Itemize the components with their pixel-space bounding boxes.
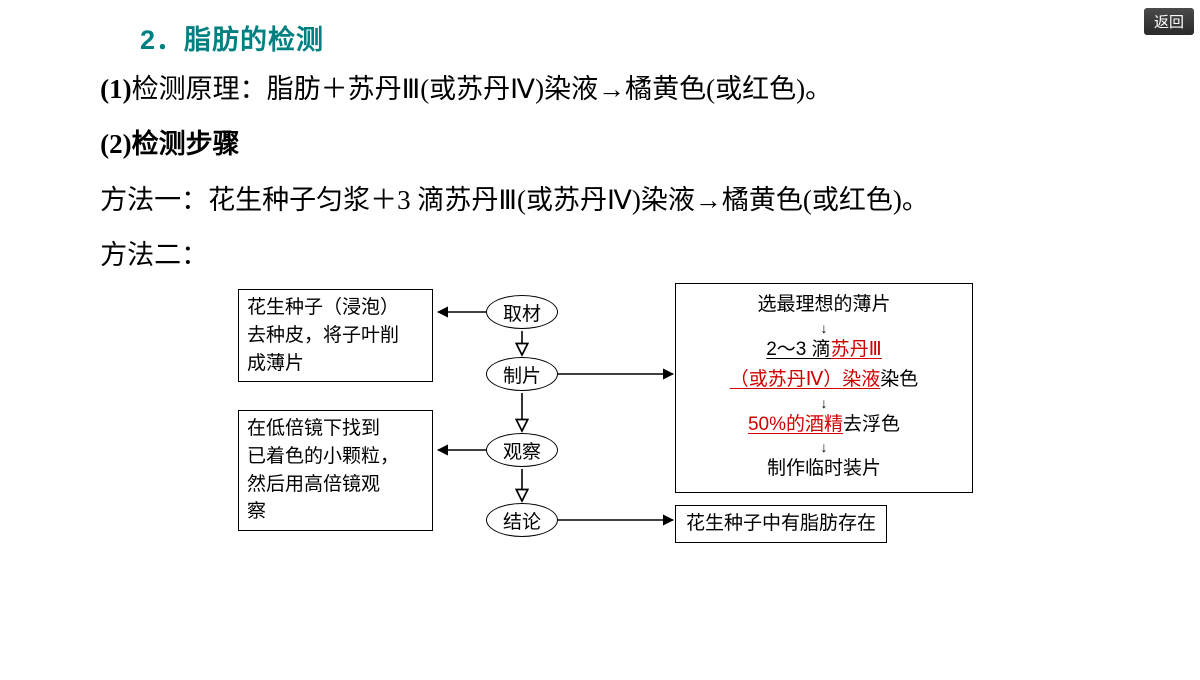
down-arrow-icon: ↓ bbox=[690, 396, 958, 410]
box-bottom-left-l1: 在低倍镜下找到 bbox=[247, 415, 424, 443]
slide-content: 2．脂肪的检测 (1)检测原理：脂肪＋苏丹Ⅲ(或苏丹Ⅳ)染液→橘黄色(或红色)。… bbox=[0, 0, 1200, 563]
box-bottom-left-l4: 察 bbox=[247, 498, 424, 526]
right-l3-red: （或苏丹Ⅳ）染液 bbox=[730, 369, 881, 390]
para1-text: 检测原理：脂肪＋苏丹Ⅲ(或苏丹Ⅳ)染液→橘黄色(或红色)。 bbox=[132, 74, 833, 104]
right-l4-red: 50%的酒精 bbox=[748, 414, 843, 435]
paragraph-4: 方法二： bbox=[38, 233, 1162, 278]
ellipse-step-4: 结论 bbox=[486, 503, 558, 537]
right-l2-b: 苏丹Ⅲ bbox=[831, 339, 882, 360]
right-l1: 选最理想的薄片 bbox=[690, 290, 958, 320]
box-bottom-left-l2: 已着色的小颗粒， bbox=[247, 443, 424, 471]
down-arrow-icon: ↓ bbox=[690, 440, 958, 454]
box-conclusion: 花生种子中有脂肪存在 bbox=[675, 505, 887, 543]
section-title: 2．脂肪的检测 bbox=[140, 18, 1162, 57]
box-bottom-left-l3: 然后用高倍镜观 bbox=[247, 471, 424, 499]
right-l2-a: 2～3 滴 bbox=[766, 339, 830, 360]
box-top-left-l3: 成薄片 bbox=[247, 350, 424, 378]
box-top-left-l2: 去种皮，将子叶削 bbox=[247, 322, 424, 350]
ellipse-step-2: 制片 bbox=[486, 357, 558, 391]
ellipse-step-3: 观察 bbox=[486, 433, 558, 467]
label-1: (1) bbox=[100, 74, 131, 104]
paragraph-1: (1)检测原理：脂肪＋苏丹Ⅲ(或苏丹Ⅳ)染液→橘黄色(或红色)。 bbox=[38, 67, 1162, 112]
right-l3-tail: 染色 bbox=[880, 369, 918, 390]
paragraph-3: 方法一：花生种子匀浆＋3 滴苏丹Ⅲ(或苏丹Ⅳ)染液→橘黄色(或红色)。 bbox=[38, 178, 1162, 223]
right-l4: 50%的酒精去浮色 bbox=[690, 410, 958, 440]
ellipse-step-1: 取材 bbox=[486, 295, 558, 329]
flowchart: 花生种子（浸泡） 去种皮，将子叶削 成薄片 在低倍镜下找到 已着色的小颗粒， 然… bbox=[238, 283, 1078, 563]
box-bottom-left: 在低倍镜下找到 已着色的小颗粒， 然后用高倍镜观 察 bbox=[238, 410, 433, 530]
return-button[interactable]: 返回 bbox=[1144, 8, 1194, 35]
box-top-left-l1: 花生种子（浸泡） bbox=[247, 294, 424, 322]
box-right: 选最理想的薄片 ↓ 2～3 滴苏丹Ⅲ （或苏丹Ⅳ）染液染色 ↓ 50%的酒精去浮… bbox=[675, 283, 973, 493]
right-l5: 制作临时装片 bbox=[690, 454, 958, 484]
right-l2: 2～3 滴苏丹Ⅲ bbox=[690, 335, 958, 365]
right-l3: （或苏丹Ⅳ）染液染色 bbox=[690, 365, 958, 395]
right-l4-tail: 去浮色 bbox=[843, 414, 900, 435]
paragraph-2: (2)检测步骤 bbox=[38, 122, 1162, 167]
down-arrow-icon: ↓ bbox=[690, 321, 958, 335]
box-top-left: 花生种子（浸泡） 去种皮，将子叶削 成薄片 bbox=[238, 289, 433, 382]
